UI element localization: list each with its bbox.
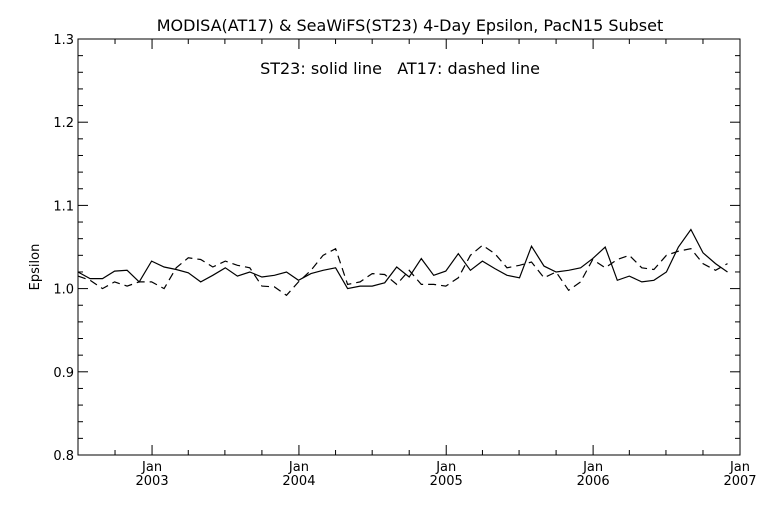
y-axis-label: Epsilon xyxy=(28,244,43,291)
y-axis-ticks: 0.8 0.9 1.0 1.1 1.2 1.3 xyxy=(53,33,740,464)
x-tick-year-label: 2005 xyxy=(430,474,463,489)
x-tick-year-label: 2004 xyxy=(282,474,315,489)
series-lines xyxy=(77,228,728,297)
x-tick-month-label: Jan xyxy=(582,460,603,475)
x-tick-month-label: Jan xyxy=(729,460,750,475)
y-tick-label: 1.2 xyxy=(53,116,74,131)
plot-frame xyxy=(77,38,741,456)
y-tick-label: 0.9 xyxy=(53,366,74,381)
line-style-annotation: ST23: solid line AT17: dashed line xyxy=(260,59,540,78)
y-tick-label: 0.8 xyxy=(53,449,74,464)
x-tick-year-label: 2006 xyxy=(577,474,610,489)
x-tick-year-label: 2007 xyxy=(723,474,756,489)
x-tick-year-label: 2003 xyxy=(136,474,169,489)
x-tick-month-label: Jan xyxy=(288,460,309,475)
series-line-at17 xyxy=(77,244,728,297)
x-tick-month-label: Jan xyxy=(435,460,456,475)
x-tick-month-label: Jan xyxy=(141,460,162,475)
y-tick-label: 1.3 xyxy=(53,33,74,48)
y-tick-label: 1.1 xyxy=(53,199,74,214)
y-tick-label: 1.0 xyxy=(53,283,74,298)
chart-title: MODISA(AT17) & SeaWiFS(ST23) 4-Day Epsil… xyxy=(157,16,664,35)
series-line-st23 xyxy=(77,228,728,290)
